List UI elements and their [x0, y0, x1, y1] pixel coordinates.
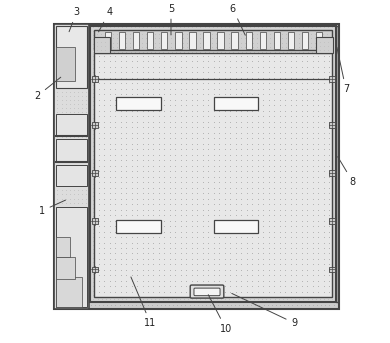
Bar [94, 37, 110, 53]
Text: 8: 8 [338, 157, 356, 187]
Bar [56, 257, 75, 279]
Bar [92, 122, 98, 128]
Text: 11: 11 [131, 277, 156, 328]
Bar [204, 32, 209, 49]
Bar [94, 30, 332, 50]
Bar [176, 32, 181, 49]
Bar [56, 47, 75, 82]
Bar [246, 32, 252, 49]
Bar [56, 139, 87, 161]
Bar [92, 170, 98, 176]
Bar [336, 26, 339, 302]
Bar [288, 32, 294, 49]
Bar [94, 53, 332, 297]
Bar [54, 24, 89, 309]
Bar [316, 32, 322, 49]
Text: 4: 4 [99, 7, 112, 32]
Bar [190, 32, 195, 49]
Text: 5: 5 [168, 3, 174, 35]
Bar [92, 218, 98, 224]
FancyBboxPatch shape [190, 285, 224, 298]
Bar [56, 207, 87, 307]
Bar [56, 237, 70, 257]
Bar [56, 26, 87, 88]
Bar [116, 220, 161, 233]
Bar [214, 97, 259, 110]
Text: 3: 3 [69, 7, 80, 32]
Bar [56, 114, 87, 135]
Bar [214, 220, 259, 233]
Bar [133, 32, 139, 49]
Bar [54, 24, 339, 309]
Bar [302, 32, 308, 49]
Text: 6: 6 [230, 3, 245, 35]
Bar [56, 165, 87, 186]
Text: 9: 9 [232, 293, 298, 328]
Bar [330, 170, 335, 176]
Bar [218, 32, 223, 49]
Text: 10: 10 [208, 295, 232, 334]
Text: 7: 7 [337, 47, 349, 94]
Bar [330, 267, 335, 272]
Bar [90, 26, 336, 302]
Bar [330, 122, 335, 128]
Bar [330, 218, 335, 224]
Bar [116, 97, 161, 110]
Bar [56, 277, 82, 307]
Bar [92, 76, 98, 82]
Text: 2: 2 [34, 77, 61, 101]
Bar [161, 32, 167, 49]
Bar [330, 76, 335, 82]
Bar [316, 37, 333, 53]
Bar [260, 32, 266, 49]
Bar [147, 32, 153, 49]
Text: 1: 1 [39, 200, 66, 216]
Bar [105, 32, 111, 49]
Bar [92, 267, 98, 272]
FancyBboxPatch shape [194, 288, 220, 296]
Bar [232, 32, 238, 49]
Bar [119, 32, 125, 49]
Bar [274, 32, 280, 49]
